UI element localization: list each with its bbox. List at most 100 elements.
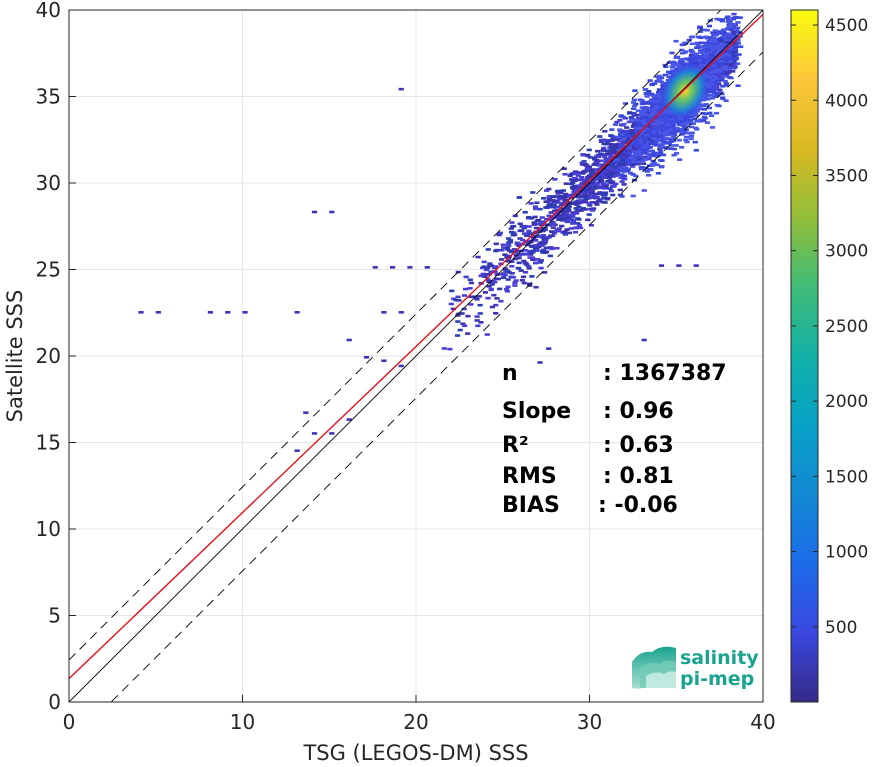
density-cell <box>363 356 370 359</box>
density-cell <box>665 129 671 132</box>
density-cell <box>499 273 505 276</box>
density-cell <box>602 191 609 195</box>
density-cell <box>668 128 674 131</box>
density-cell <box>514 242 520 246</box>
density-cell <box>554 216 560 219</box>
density-cell <box>735 62 741 65</box>
density-cell <box>582 193 588 196</box>
density-cell <box>492 266 498 270</box>
density-cell <box>705 60 711 64</box>
density-cell <box>555 201 561 204</box>
density-cell <box>498 299 504 303</box>
density-cell <box>716 74 722 78</box>
reference-lines <box>69 10 763 702</box>
density-cell <box>694 119 700 123</box>
density-cell <box>679 130 685 133</box>
density-cell <box>708 36 714 39</box>
density-cell <box>457 328 463 332</box>
y-tick-label: 35 <box>36 85 61 109</box>
density-cell <box>648 93 654 96</box>
density-cell <box>686 131 692 135</box>
density-cell <box>582 191 588 194</box>
density-cell <box>624 126 630 129</box>
density-cell <box>550 199 556 202</box>
density-cell <box>534 222 540 226</box>
density-cell <box>646 90 652 93</box>
density-cell <box>717 18 723 21</box>
salinity-pi-mep-logo: salinity pi-mep <box>632 646 759 690</box>
density-cell <box>702 116 708 120</box>
density-cell <box>467 278 473 282</box>
density-cell <box>524 252 530 256</box>
density-cell <box>640 109 646 113</box>
density-cell <box>631 107 637 111</box>
density-cell <box>451 297 457 301</box>
density-cell <box>562 233 568 236</box>
density-cell <box>589 168 595 171</box>
density-cell <box>594 203 600 206</box>
density-cell <box>660 116 667 120</box>
density-cell <box>601 142 607 146</box>
density-cell <box>670 63 676 67</box>
density-cell <box>573 184 579 188</box>
density-cell <box>651 154 657 157</box>
density-cell <box>465 332 471 335</box>
density-cell <box>714 17 720 21</box>
density-cell <box>549 195 555 198</box>
density-cell <box>711 36 717 40</box>
density-cell <box>543 189 550 192</box>
density-cell <box>727 55 733 59</box>
density-cell <box>543 250 550 254</box>
density-cell <box>654 97 660 100</box>
density-cell <box>617 162 623 165</box>
density-cell <box>658 89 665 93</box>
density-cell <box>640 159 646 163</box>
density-cell <box>725 15 731 19</box>
density-cell <box>714 103 720 107</box>
density-cell <box>631 98 638 102</box>
density-cell <box>717 72 724 76</box>
density-cell <box>508 227 514 230</box>
density-cell <box>552 213 559 216</box>
density-cell <box>712 95 718 98</box>
density-cell <box>537 207 543 211</box>
density-cell <box>624 148 631 152</box>
density-cell <box>704 47 710 51</box>
density-cell <box>494 297 500 300</box>
density-cell <box>508 230 515 234</box>
density-cell <box>482 275 488 278</box>
density-cell <box>626 120 632 124</box>
density-cell <box>546 203 552 207</box>
density-cell <box>641 338 647 342</box>
density-cell <box>546 235 552 239</box>
density-cell <box>634 157 640 161</box>
density-cell <box>606 176 612 179</box>
density-cell <box>634 140 640 144</box>
density-cell <box>699 104 705 107</box>
density-cell <box>576 195 582 199</box>
density-cell <box>521 226 527 230</box>
density-cell <box>709 87 715 91</box>
density-cell <box>719 50 725 54</box>
density-cell <box>662 118 668 122</box>
density-cell <box>489 283 495 286</box>
density-cell <box>602 176 608 179</box>
density-cell <box>505 285 511 289</box>
colorbar-tick-label: 4000 <box>825 91 868 111</box>
density-cell <box>585 218 591 222</box>
density-cell <box>646 117 652 120</box>
density-cell <box>499 258 505 261</box>
density-cell <box>615 135 621 139</box>
density-cell <box>645 119 651 123</box>
density-cell <box>547 198 553 202</box>
density-cell <box>732 26 738 30</box>
y-tick-label: 5 <box>48 604 61 628</box>
density-cell <box>693 148 699 152</box>
density-cell <box>712 29 718 32</box>
density-cell <box>649 163 655 166</box>
density-cell <box>578 199 584 202</box>
density-cell <box>524 234 531 238</box>
density-cell <box>561 195 568 199</box>
density-cell <box>602 167 609 171</box>
density-cell <box>580 163 586 166</box>
